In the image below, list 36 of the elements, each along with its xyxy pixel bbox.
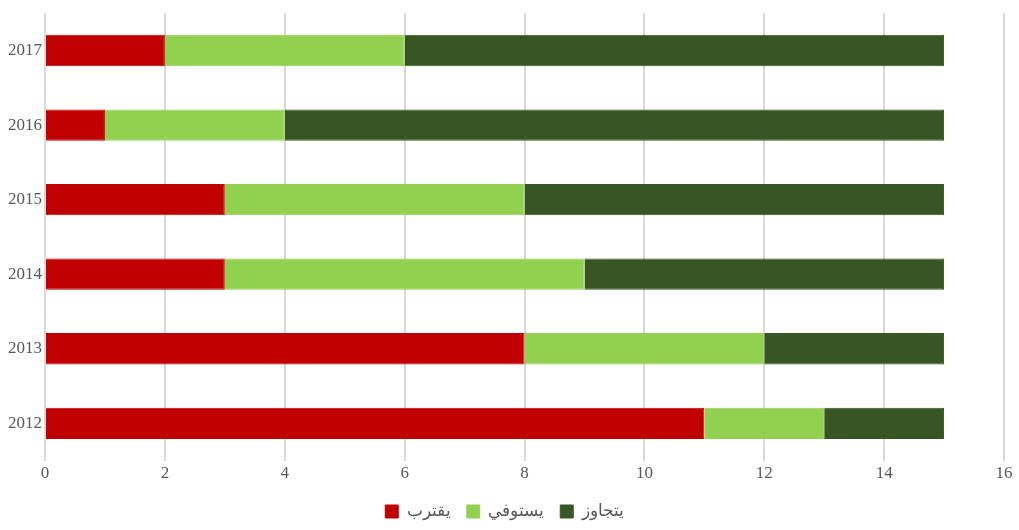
y-tick-label: 2015 (8, 189, 42, 209)
bar (284, 109, 945, 141)
x-tick-label: 6 (400, 463, 409, 483)
bar (524, 333, 765, 365)
x-tick-label: 0 (40, 463, 50, 483)
legend-label: يتجاوز (580, 500, 624, 521)
bar (46, 34, 165, 67)
x-tick-label: 16 (995, 463, 1013, 483)
bar (824, 407, 945, 439)
bar (224, 183, 525, 216)
x-tick-label: 8 (520, 463, 529, 483)
x-tick-label: 4 (280, 463, 290, 483)
bar (404, 34, 945, 67)
bar (46, 258, 225, 290)
bar (46, 407, 705, 439)
bar (46, 109, 105, 141)
x-tick-label: 10 (635, 463, 653, 483)
x-tick-label: 14 (875, 463, 894, 483)
bar (164, 34, 405, 67)
legend-label: يقترب (406, 500, 451, 521)
y-tick-label: 2013 (8, 338, 42, 358)
bar (46, 183, 225, 216)
bar (104, 109, 285, 141)
bar (524, 183, 945, 216)
bar (764, 333, 945, 365)
bar (224, 258, 585, 290)
y-tick-label: 2016 (8, 114, 42, 134)
legend-label: يستوفي (488, 500, 545, 521)
bar (46, 333, 525, 365)
x-tick-label: 12 (755, 463, 773, 483)
x-tick-label: 2 (160, 463, 170, 483)
y-tick-label: 2012 (8, 412, 42, 432)
y-tick-label: 2017 (8, 39, 43, 59)
y-tick-label: 2014 (8, 263, 43, 283)
bar (584, 258, 945, 290)
bar (704, 407, 825, 439)
